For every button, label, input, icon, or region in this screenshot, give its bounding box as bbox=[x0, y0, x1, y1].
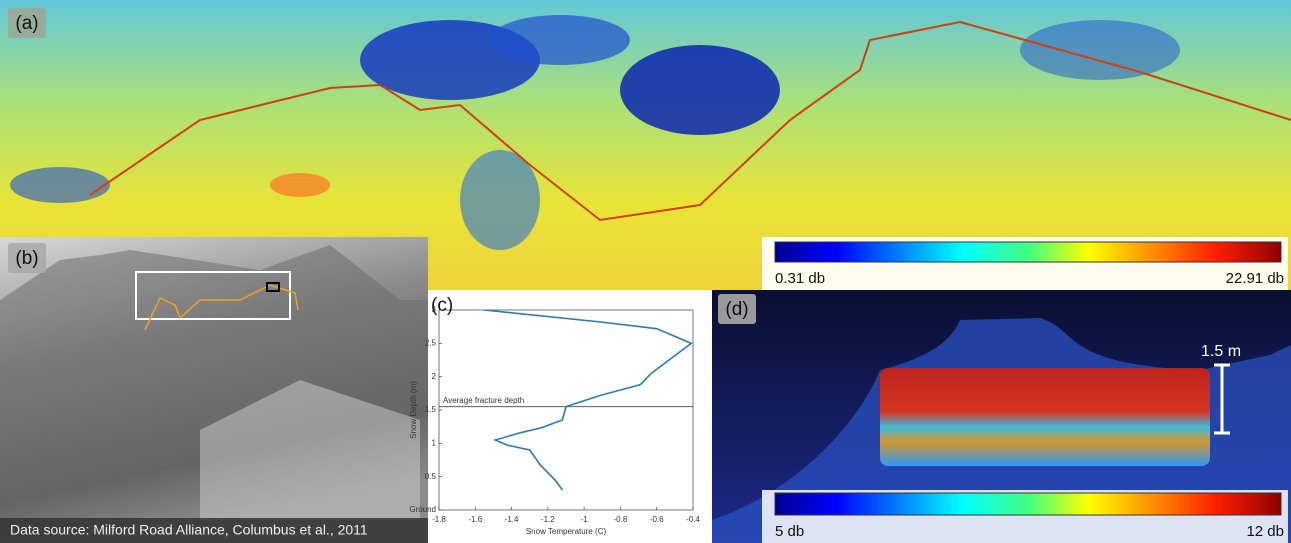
colorbar bbox=[774, 241, 1282, 263]
temperature-line bbox=[484, 309, 693, 491]
region-box bbox=[135, 271, 291, 320]
y-tick-label: 3 bbox=[432, 305, 437, 314]
scale-label: 1.5 m bbox=[1201, 343, 1241, 360]
x-tick-label: -1 bbox=[581, 515, 589, 524]
panel-bg bbox=[428, 290, 712, 543]
colorbar bbox=[774, 492, 1282, 516]
x-axis-label: Snow Temperature (C) bbox=[526, 527, 607, 536]
low-region bbox=[620, 45, 780, 135]
label-box bbox=[718, 294, 756, 324]
colorbar-max: 12 db bbox=[1246, 523, 1284, 540]
annotation-text: Average fracture depth bbox=[443, 396, 524, 405]
x-tick-label: -0.8 bbox=[614, 515, 628, 524]
panel-label: (d) bbox=[725, 299, 748, 320]
low-region bbox=[460, 150, 540, 250]
panel-label: (b) bbox=[15, 248, 38, 269]
x-tick-label: -1.8 bbox=[432, 515, 446, 524]
fracture-wall bbox=[880, 368, 1210, 466]
x-tick-label: -1.2 bbox=[541, 515, 555, 524]
crown-line bbox=[144, 284, 299, 331]
low-region bbox=[1020, 20, 1180, 80]
source-bar bbox=[0, 518, 428, 543]
label-box bbox=[8, 8, 46, 38]
high-region bbox=[270, 173, 330, 197]
low-region bbox=[490, 15, 630, 65]
crown-line bbox=[89, 20, 1291, 222]
y-tick-label: 2 bbox=[432, 372, 437, 381]
low-region bbox=[10, 167, 110, 203]
y-axis-label: Snow Depth (m) bbox=[409, 381, 418, 439]
colorbar-min: 0.31 db bbox=[775, 270, 825, 287]
snowfield bbox=[200, 380, 420, 520]
panel-b: Data source: Milford Road Alliance, Colu… bbox=[0, 237, 428, 543]
panel-c: (c) Snow Temperature (C) Snow Depth (m) … bbox=[409, 290, 712, 543]
x-tick-label: -1.4 bbox=[505, 515, 519, 524]
x-tick-label: -1.6 bbox=[468, 515, 482, 524]
colorbar-max: 22.91 db bbox=[1226, 270, 1284, 287]
panel-label: (c) bbox=[431, 295, 453, 316]
y-tick-label: 1 bbox=[432, 438, 437, 447]
y-tick-label: 0.5 bbox=[425, 472, 437, 481]
y-tick-label: Ground bbox=[409, 505, 436, 514]
x-tick-label: -0.4 bbox=[686, 515, 700, 524]
panel-d: 1.5 m 5 db 12 db (d) bbox=[712, 290, 1291, 543]
detail-box bbox=[266, 282, 280, 292]
panel-label: (a) bbox=[15, 13, 38, 34]
x-tick-label: -0.6 bbox=[650, 515, 664, 524]
y-tick-label: 1.5 bbox=[425, 405, 437, 414]
colorbar-min: 5 db bbox=[775, 523, 804, 540]
label-box bbox=[8, 243, 46, 273]
source-text: Data source: Milford Road Alliance, Colu… bbox=[10, 522, 368, 538]
y-tick-label: 2.5 bbox=[425, 338, 437, 347]
